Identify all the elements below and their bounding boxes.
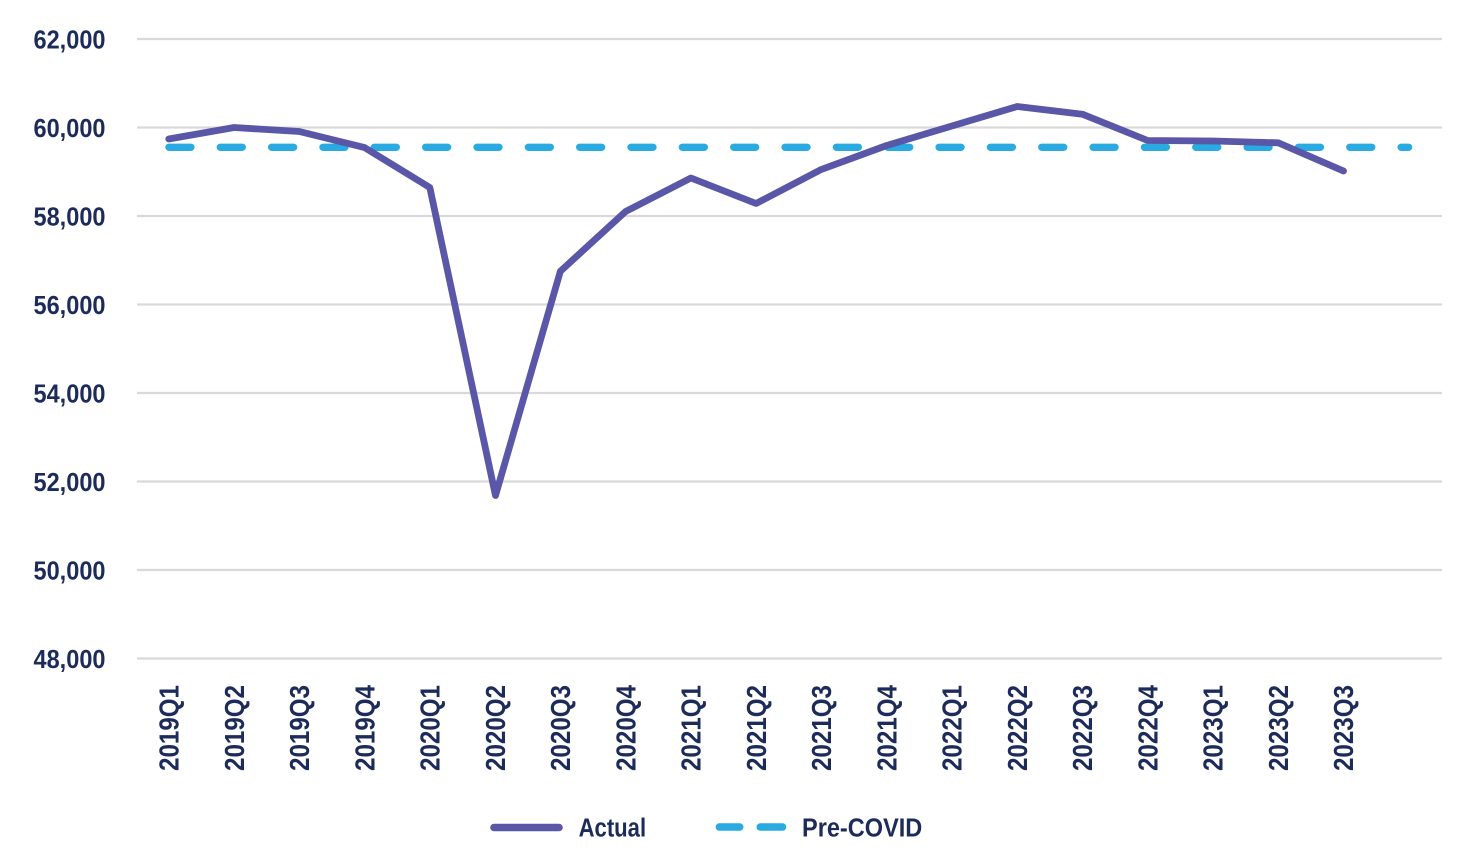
svg-text:2022Q3: 2022Q3 (1067, 685, 1098, 771)
svg-text:50,000: 50,000 (34, 557, 106, 585)
svg-text:2019Q3: 2019Q3 (284, 685, 315, 771)
svg-text:2020Q3: 2020Q3 (545, 685, 576, 771)
svg-text:2023Q1: 2023Q1 (1198, 685, 1229, 771)
svg-text:48,000: 48,000 (34, 646, 106, 674)
svg-text:2022Q2: 2022Q2 (1002, 685, 1033, 771)
svg-text:52,000: 52,000 (34, 469, 106, 497)
svg-text:2021Q4: 2021Q4 (871, 685, 902, 771)
svg-text:2019Q4: 2019Q4 (349, 685, 380, 771)
svg-text:60,000: 60,000 (34, 115, 106, 143)
svg-text:2020Q4: 2020Q4 (610, 685, 641, 771)
svg-text:62,000: 62,000 (34, 26, 106, 54)
svg-text:2019Q1: 2019Q1 (154, 685, 185, 771)
svg-text:54,000: 54,000 (34, 380, 106, 408)
svg-text:2023Q2: 2023Q2 (1263, 685, 1294, 771)
svg-text:2021Q3: 2021Q3 (806, 685, 837, 771)
svg-text:Pre-COVID: Pre-COVID (802, 815, 922, 843)
svg-text:2021Q1: 2021Q1 (676, 685, 707, 771)
svg-text:2021Q2: 2021Q2 (741, 685, 772, 771)
svg-text:2022Q4: 2022Q4 (1132, 685, 1163, 771)
svg-text:2020Q1: 2020Q1 (415, 685, 446, 771)
svg-text:Actual: Actual (579, 815, 647, 843)
svg-text:2022Q1: 2022Q1 (937, 685, 968, 771)
svg-text:2023Q3: 2023Q3 (1328, 685, 1359, 771)
svg-text:2020Q2: 2020Q2 (480, 685, 511, 771)
svg-text:2019Q2: 2019Q2 (219, 685, 250, 771)
svg-text:56,000: 56,000 (34, 292, 106, 320)
svg-text:58,000: 58,000 (34, 203, 106, 231)
